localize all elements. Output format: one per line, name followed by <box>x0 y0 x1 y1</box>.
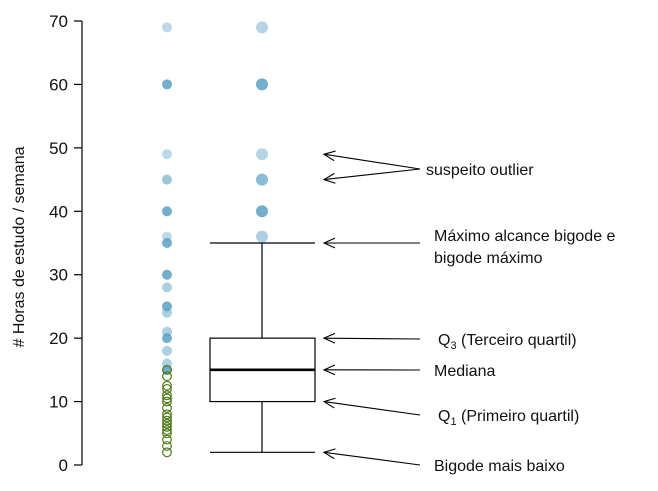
data-point-outlined <box>162 403 172 413</box>
arrow-head <box>322 173 336 184</box>
annotation-arrow <box>323 337 421 340</box>
dot-strip <box>162 22 172 458</box>
data-point <box>162 238 172 248</box>
annotation-q: Q <box>438 408 450 425</box>
data-point-outlined <box>162 364 172 375</box>
annotation-label: suspeito outlier <box>426 162 534 179</box>
data-point-outlined <box>162 393 172 404</box>
annotations: suspeito outlier Máximo alcance bigode e b… <box>322 150 616 475</box>
outlier-point <box>256 230 268 243</box>
data-point-outlined <box>162 418 172 429</box>
y-tick-label: 30 <box>49 266 68 285</box>
arrow-head <box>322 332 336 344</box>
box-plot <box>209 242 316 453</box>
outlier-point <box>256 148 268 161</box>
arrow-head <box>322 364 336 376</box>
y-tick-label: 10 <box>49 393 68 412</box>
data-point-outlined <box>162 409 172 420</box>
annotation-label: bigode máximo <box>434 250 543 267</box>
data-point-outlined <box>162 390 172 401</box>
data-point-outlined <box>162 428 172 439</box>
data-point <box>162 269 172 280</box>
annotation-text: (Primeiro quartil) <box>457 408 580 425</box>
data-point <box>162 206 172 217</box>
annotation-arrow <box>323 451 421 466</box>
arrow-head <box>322 237 336 249</box>
data-point <box>162 79 172 90</box>
outlier-points <box>256 21 268 243</box>
arrow-head <box>322 448 336 460</box>
arrow-head <box>322 397 336 409</box>
data-point-outlined <box>162 447 172 458</box>
data-point <box>162 149 172 160</box>
outlier-point <box>256 205 268 218</box>
y-axis-title: # Horas de estudo / semana <box>11 146 28 347</box>
annotation-subscript: 1 <box>450 416 456 428</box>
annotation-arrow <box>323 153 421 170</box>
annotation-arrow <box>323 168 421 181</box>
annotation-arrow <box>323 401 421 416</box>
y-tick-label: 20 <box>49 329 68 348</box>
annotation-text: (Terceiro quartil) <box>457 332 577 349</box>
data-point <box>162 282 172 293</box>
annotation-label: Mediana <box>434 363 495 380</box>
y-tick-label: 40 <box>49 202 68 221</box>
data-point <box>162 301 172 312</box>
data-point-outlined <box>162 434 172 445</box>
data-point <box>162 231 172 242</box>
annotation-label: Bigode mais baixo <box>434 458 565 475</box>
data-point <box>162 326 172 337</box>
annotation-q: Q <box>438 332 450 349</box>
data-point-outlined <box>162 396 172 407</box>
data-point <box>162 174 172 185</box>
arrow-head <box>322 150 336 162</box>
outlier-point <box>256 173 268 186</box>
data-point-outlined <box>162 383 172 394</box>
y-tick-label: 60 <box>49 75 68 94</box>
data-point-outlined <box>162 380 172 391</box>
annotation-label: Q1 (Primeiro quartil) <box>438 408 579 428</box>
data-point-outlined <box>162 422 172 432</box>
y-tick-label: 70 <box>49 12 68 31</box>
data-point-outlined <box>162 441 172 451</box>
outlier-point <box>256 21 268 34</box>
y-axis: 0 10 20 30 40 50 60 70 <box>49 12 83 475</box>
data-point <box>162 345 172 356</box>
annotation-subscript: 3 <box>450 340 456 352</box>
y-tick-label: 0 <box>59 456 68 475</box>
data-point-outlined <box>162 425 172 436</box>
data-point-outlined <box>162 412 172 423</box>
annotation-label: Q3 (Terceiro quartil) <box>438 332 577 352</box>
data-point <box>162 22 172 33</box>
y-tick-label: 50 <box>49 139 68 158</box>
data-point-outlined <box>162 371 172 382</box>
outlier-point <box>256 78 268 91</box>
annotation-label: Máximo alcance bigode e <box>434 228 616 245</box>
data-point-outlined <box>162 415 172 426</box>
